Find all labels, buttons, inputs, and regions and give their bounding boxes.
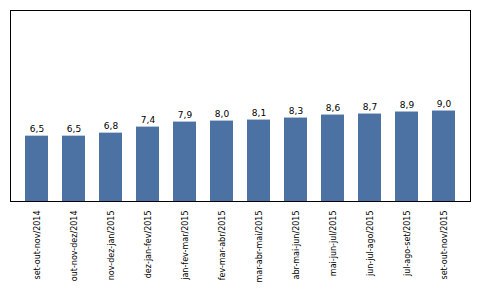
svg-text:8,1: 8,1 [252,108,266,118]
svg-text:6,8: 6,8 [104,121,119,131]
svg-text:jul-ago-set/2015: jul-ago-set/2015 [403,211,412,278]
svg-text:6,5: 6,5 [30,124,44,134]
svg-text:8,0: 8,0 [215,109,230,119]
svg-text:nov-dez-jan/2015: nov-dez-jan/2015 [107,211,116,281]
svg-text:set-out-nov/2014: set-out-nov/2014 [33,211,42,280]
svg-text:mar-abr-mai/2015: mar-abr-mai/2015 [255,211,264,283]
svg-text:7,9: 7,9 [178,110,193,120]
svg-text:7,4: 7,4 [141,115,156,125]
svg-text:8,7: 8,7 [363,102,377,112]
svg-text:9,0: 9,0 [437,99,452,109]
svg-text:jun-jul-ago/2015: jun-jul-ago/2015 [366,211,375,278]
svg-text:jan-fev-mar/2015: jan-fev-mar/2015 [181,211,190,281]
svg-text:fev-mar-abr/2015: fev-mar-abr/2015 [218,211,227,281]
svg-text:8,9: 8,9 [400,100,415,110]
svg-text:8,6: 8,6 [326,103,341,113]
svg-text:mai-jun-jul/2015: mai-jun-jul/2015 [329,211,338,277]
svg-text:out-nov-dez/2014: out-nov-dez/2014 [70,211,79,282]
svg-text:set-out-nov/2015: set-out-nov/2015 [440,211,449,280]
svg-text:abr-mai-jun/2015: abr-mai-jun/2015 [292,211,301,280]
svg-text:8,3: 8,3 [289,106,303,116]
svg-text:dez-jan-fev/2015: dez-jan-fev/2015 [144,211,153,279]
svg-text:6,5: 6,5 [67,124,81,134]
